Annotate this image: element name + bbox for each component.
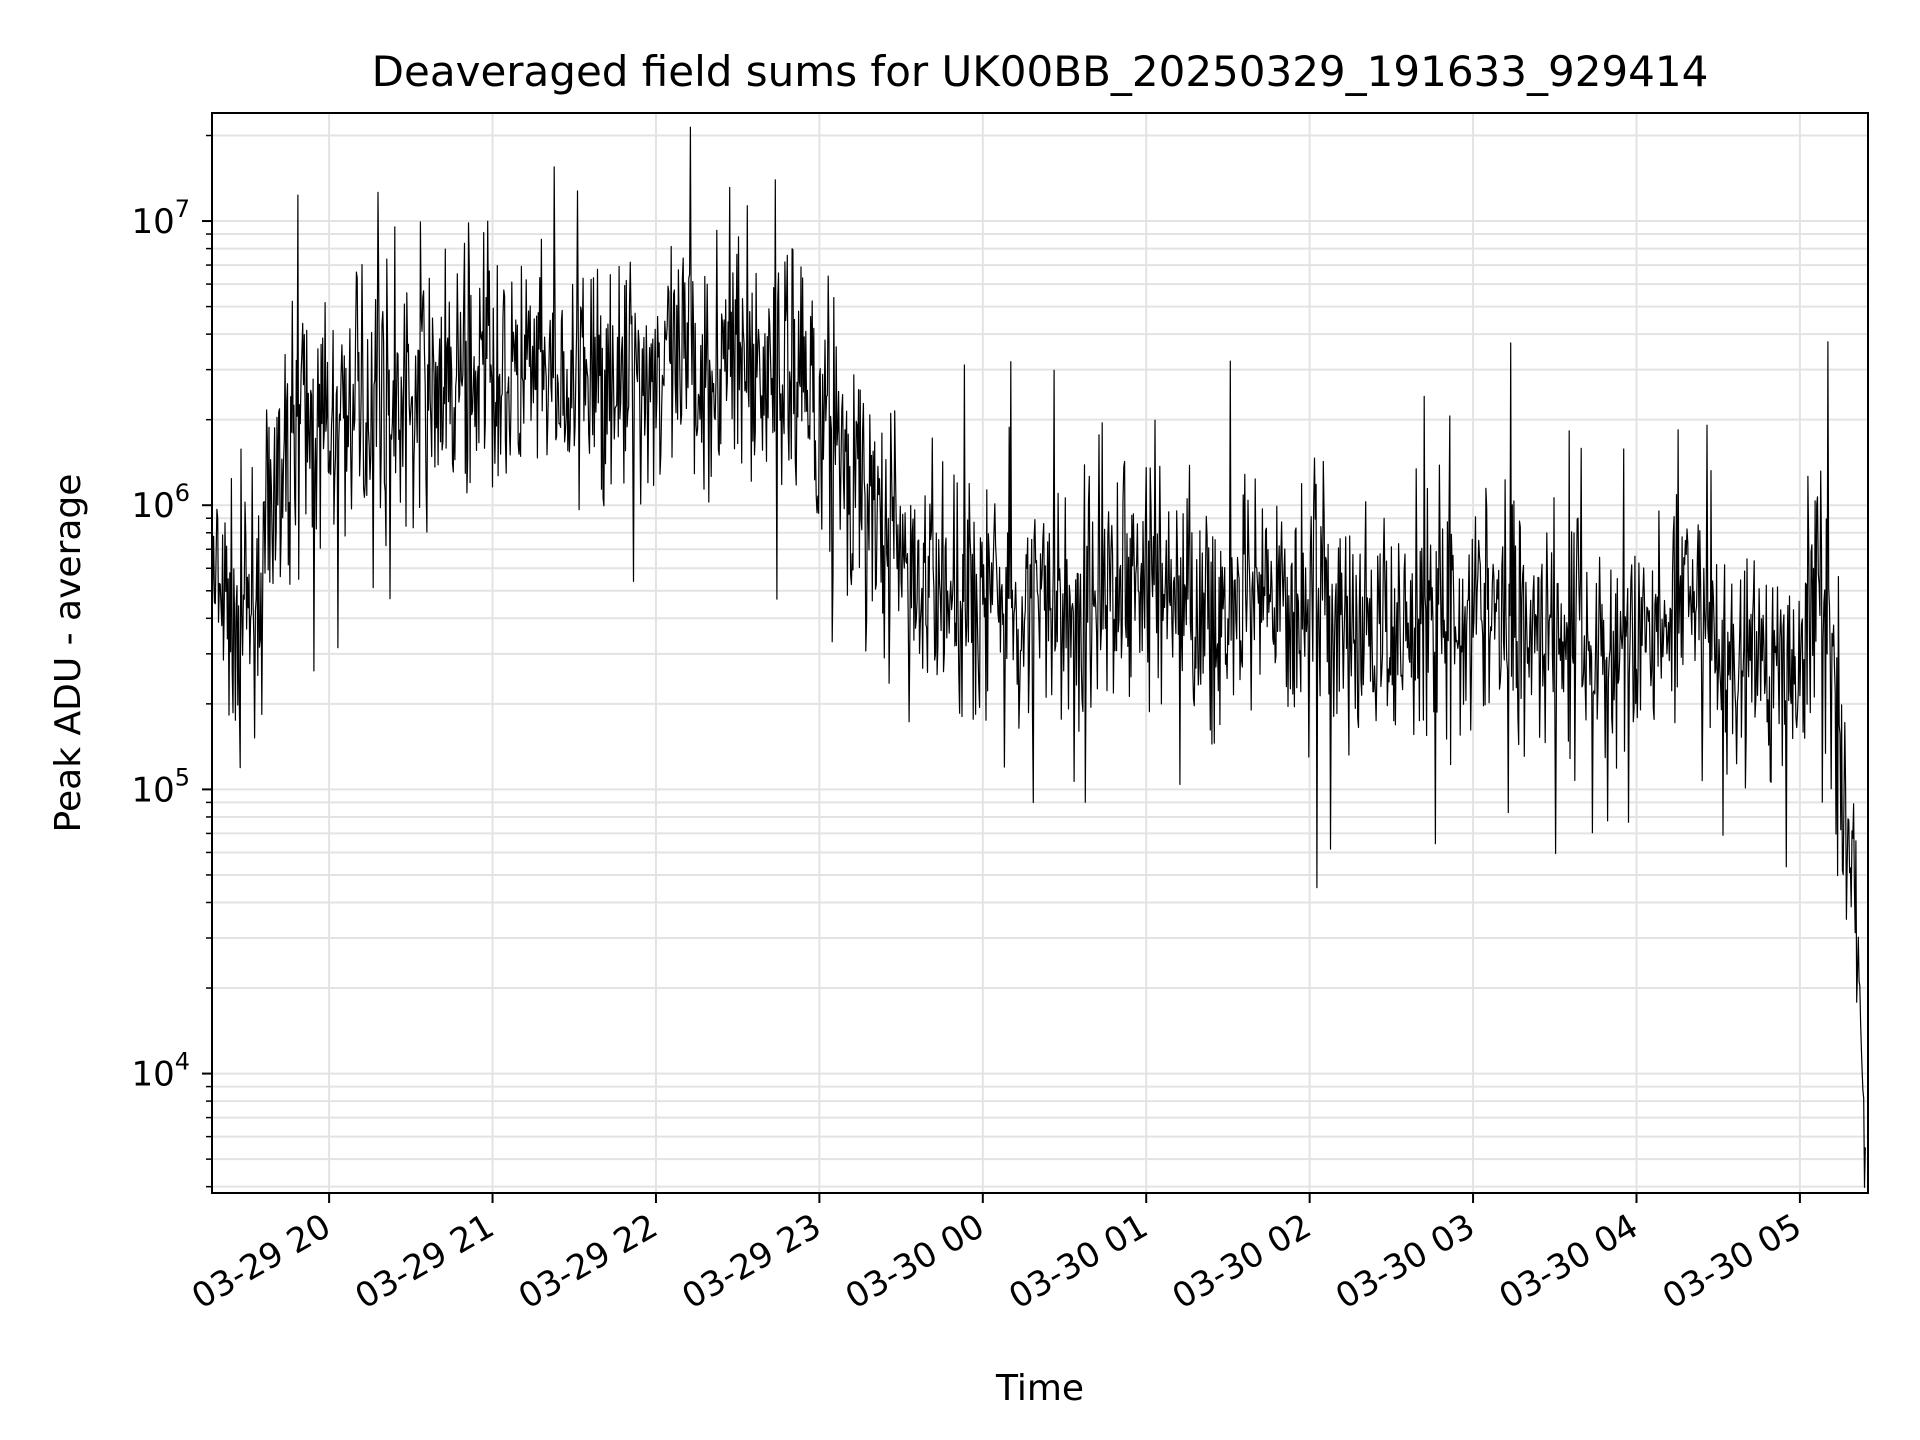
- y-tick-label: 105: [131, 763, 190, 810]
- x-tick-label: 03-30 00: [839, 1206, 991, 1317]
- y-tick-label: 107: [131, 195, 190, 242]
- x-tick-label: 03-30 04: [1493, 1206, 1645, 1317]
- y-axis-title: Peak ADU - average: [48, 474, 89, 833]
- chart-title: Deaveraged field sums for UK00BB_2025032…: [372, 47, 1709, 96]
- x-tick-label: 03-30 01: [1002, 1206, 1154, 1317]
- plot-frame: [211, 112, 1869, 1194]
- x-tick-label: 03-29 23: [675, 1206, 827, 1317]
- series-layer: [211, 126, 1866, 1188]
- x-tick-label: 03-29 22: [512, 1206, 664, 1317]
- y-tick-label: 104: [131, 1048, 190, 1095]
- x-tick-label: 03-29 20: [185, 1206, 337, 1317]
- x-tick-label: 03-29 21: [349, 1206, 501, 1317]
- series-line: [211, 126, 1866, 1188]
- x-tick-label: 03-30 05: [1656, 1206, 1808, 1317]
- x-axis-title: Time: [995, 1368, 1084, 1409]
- x-tick-label: 03-30 03: [1329, 1206, 1481, 1317]
- x-tick-label: 03-30 02: [1166, 1206, 1318, 1317]
- y-tick-label: 106: [131, 479, 190, 526]
